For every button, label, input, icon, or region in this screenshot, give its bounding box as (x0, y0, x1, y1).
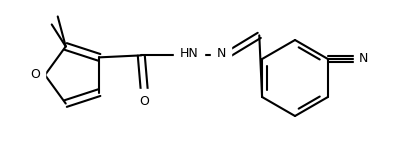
Text: O: O (30, 69, 40, 81)
Text: N: N (359, 52, 369, 66)
Text: O: O (139, 95, 149, 108)
Text: N: N (217, 47, 226, 60)
Text: HN: HN (180, 47, 199, 60)
